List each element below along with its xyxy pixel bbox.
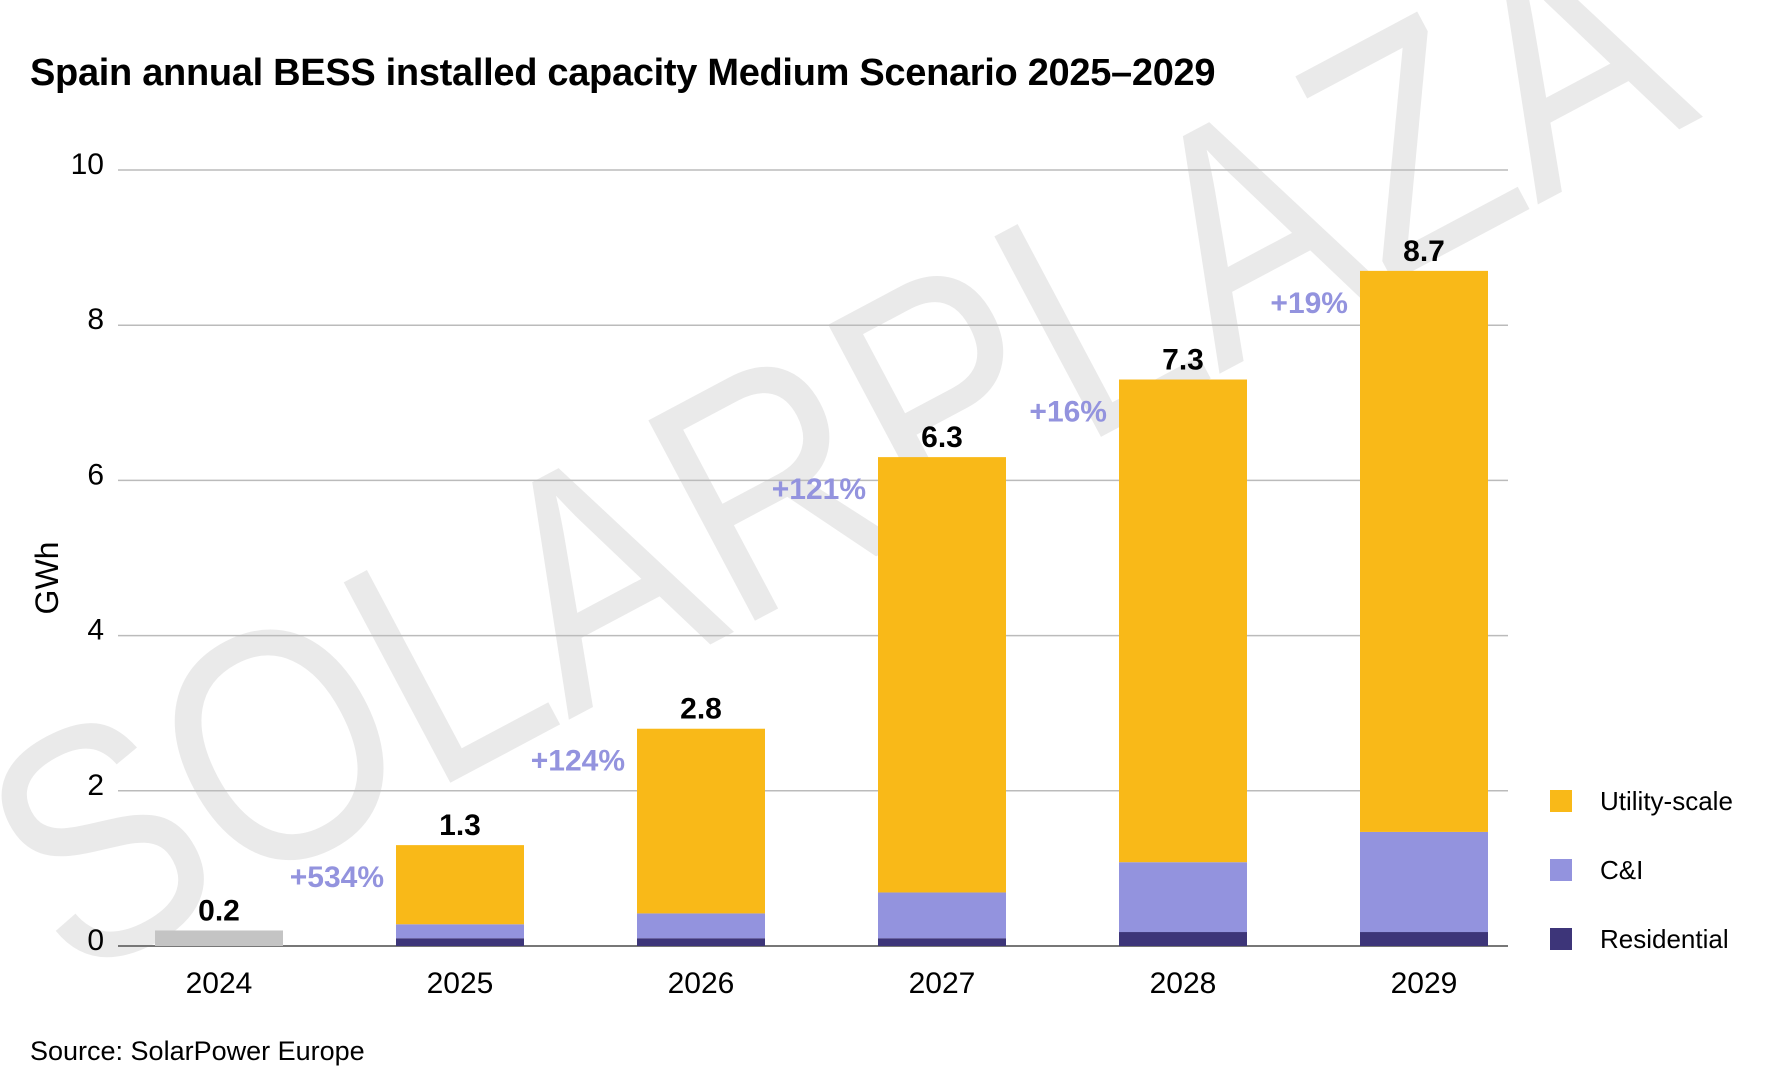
growth-label: +121%	[772, 473, 866, 506]
y-tick-label: 8	[87, 303, 104, 336]
x-tick-label: 2026	[668, 967, 735, 1000]
legend-swatch	[1550, 928, 1572, 950]
y-tick-label: 10	[71, 148, 104, 181]
x-tick-label: 2025	[427, 967, 494, 1000]
total-label: 6.3	[921, 421, 963, 454]
source-note: Source: SolarPower Europe	[30, 1036, 365, 1066]
total-label: 7.3	[1162, 344, 1204, 377]
bar-historical	[155, 930, 283, 946]
bar-segment-utility-scale	[637, 728, 765, 914]
bar-segment-c-i	[1360, 831, 1488, 933]
x-tick-label: 2024	[186, 967, 253, 1000]
bar-segment-c-i	[878, 892, 1006, 939]
bar-segment-residential	[1119, 932, 1247, 946]
bar-segment-utility-scale	[396, 845, 524, 925]
x-tick-label: 2029	[1391, 967, 1458, 1000]
bar-segment-residential	[637, 938, 765, 946]
y-tick-label: 2	[87, 769, 104, 802]
bar-segment-utility-scale	[1360, 270, 1488, 832]
total-label: 2.8	[680, 693, 722, 726]
total-label: 8.7	[1403, 235, 1445, 268]
legend-label: Residential	[1600, 924, 1729, 954]
legend-swatch	[1550, 859, 1572, 881]
y-tick-label: 0	[87, 924, 104, 957]
growth-label: +534%	[290, 861, 384, 894]
y-axis-label: GWh	[29, 542, 65, 615]
bar-segment-utility-scale	[878, 457, 1006, 893]
legend-swatch	[1550, 790, 1572, 812]
growth-label: +19%	[1270, 287, 1348, 320]
bar-segment-c-i	[1119, 862, 1247, 933]
legend-label: Utility-scale	[1600, 786, 1733, 816]
x-tick-label: 2028	[1150, 967, 1217, 1000]
bar-segment-c-i	[637, 913, 765, 939]
y-tick-label: 4	[87, 614, 104, 647]
total-label: 1.3	[439, 809, 481, 842]
bar-segment-utility-scale	[1119, 379, 1247, 863]
x-tick-label: 2027	[909, 967, 976, 1000]
chart-title: Spain annual BESS installed capacity Med…	[30, 52, 1216, 94]
growth-label: +124%	[531, 745, 625, 778]
growth-label: +16%	[1029, 396, 1107, 429]
total-label: 0.2	[198, 894, 240, 927]
y-tick-label: 6	[87, 458, 104, 491]
legend-label: C&I	[1600, 855, 1643, 885]
bar-segment-residential	[878, 938, 1006, 946]
bar-segment-residential	[396, 938, 524, 946]
bar-segment-c-i	[396, 924, 524, 939]
bar-segment-residential	[1360, 932, 1488, 946]
